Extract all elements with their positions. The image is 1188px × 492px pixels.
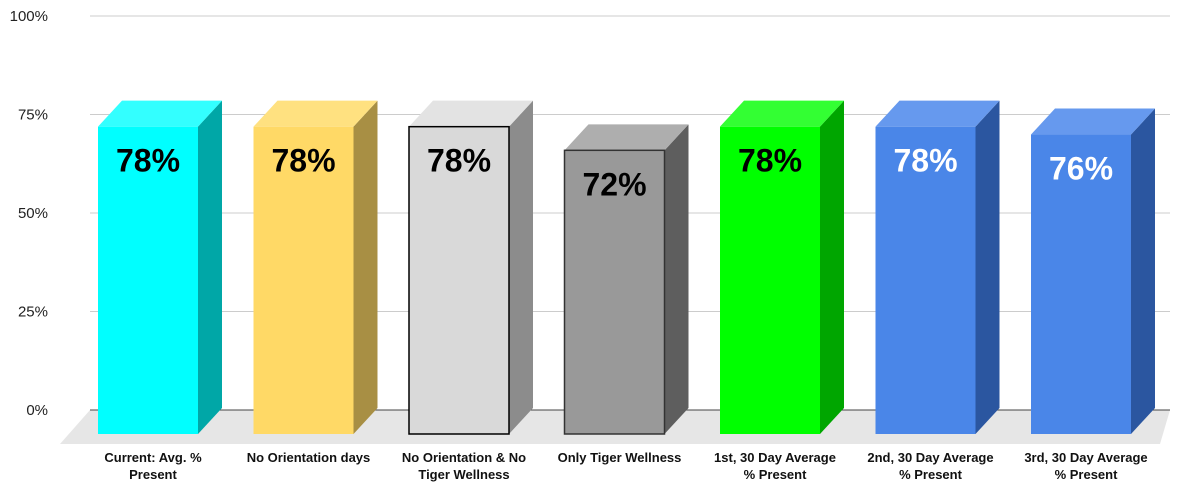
bar-top-face [253, 100, 378, 127]
bar-top-face [564, 124, 689, 151]
bar-side-face [975, 100, 1000, 435]
bar [563, 124, 689, 435]
bar [720, 100, 844, 435]
bar [1031, 108, 1155, 434]
bar-front-face [1031, 134, 1131, 434]
bar-side-face [664, 124, 689, 434]
bar-front-face [98, 126, 198, 435]
data-label: 78% [893, 143, 957, 179]
y-tick-label: 25% [18, 304, 48, 321]
bar-front-face [563, 149, 666, 435]
data-labels-layer: 78% 78% 78% 72% 78% 78% 76% [116, 143, 1113, 203]
data-label: 72% [582, 166, 646, 202]
y-tick-label: 100% [10, 8, 48, 25]
y-tick-label: 50% [18, 205, 48, 222]
y-tick-label: 0% [26, 402, 48, 419]
bar-front-face [253, 126, 354, 435]
x-tick-label: 2nd, 30 Day Average% Present [867, 450, 993, 482]
bar-top-face [98, 100, 222, 127]
bar-side-face [353, 100, 378, 435]
bar-front-face [875, 126, 976, 435]
bar [98, 100, 222, 435]
y-axis-ticks: 0% 25% 50% 75% 100% [10, 8, 48, 419]
x-tick-label: 1st, 30 Day Average% Present [714, 450, 836, 482]
data-label: 78% [116, 143, 180, 179]
data-label: 78% [427, 143, 491, 179]
bar [875, 100, 1000, 435]
bar-front-face [720, 126, 820, 435]
bar-front-face [408, 125, 510, 435]
bar-side-face [1131, 108, 1155, 434]
x-tick-label: No Orientation days [247, 450, 371, 465]
bar-side-face [820, 100, 844, 435]
data-label: 76% [1049, 151, 1113, 187]
bar [253, 100, 378, 435]
bar-top-face [1031, 108, 1155, 135]
bar [408, 100, 533, 435]
x-tick-label: Only Tiger Wellness [558, 450, 682, 465]
x-tick-label: No Orientation & No Tiger Wellness [402, 450, 526, 482]
data-label: 78% [271, 143, 335, 179]
bar-side-face [198, 100, 222, 435]
data-label: 78% [738, 143, 802, 179]
x-axis-labels: Current: Avg. % Present No Orientation day… [104, 450, 1147, 482]
x-tick-label: Current: Avg. % Present [104, 450, 202, 482]
bars-layer [98, 100, 1155, 435]
bar-top-face [720, 100, 844, 127]
y-tick-label: 75% [18, 107, 48, 124]
bar-side-face [509, 100, 533, 435]
bar-top-face [875, 100, 1000, 127]
bar-top-face [409, 100, 533, 127]
x-tick-label: 3rd, 30 Day Average% Present [1024, 450, 1147, 482]
